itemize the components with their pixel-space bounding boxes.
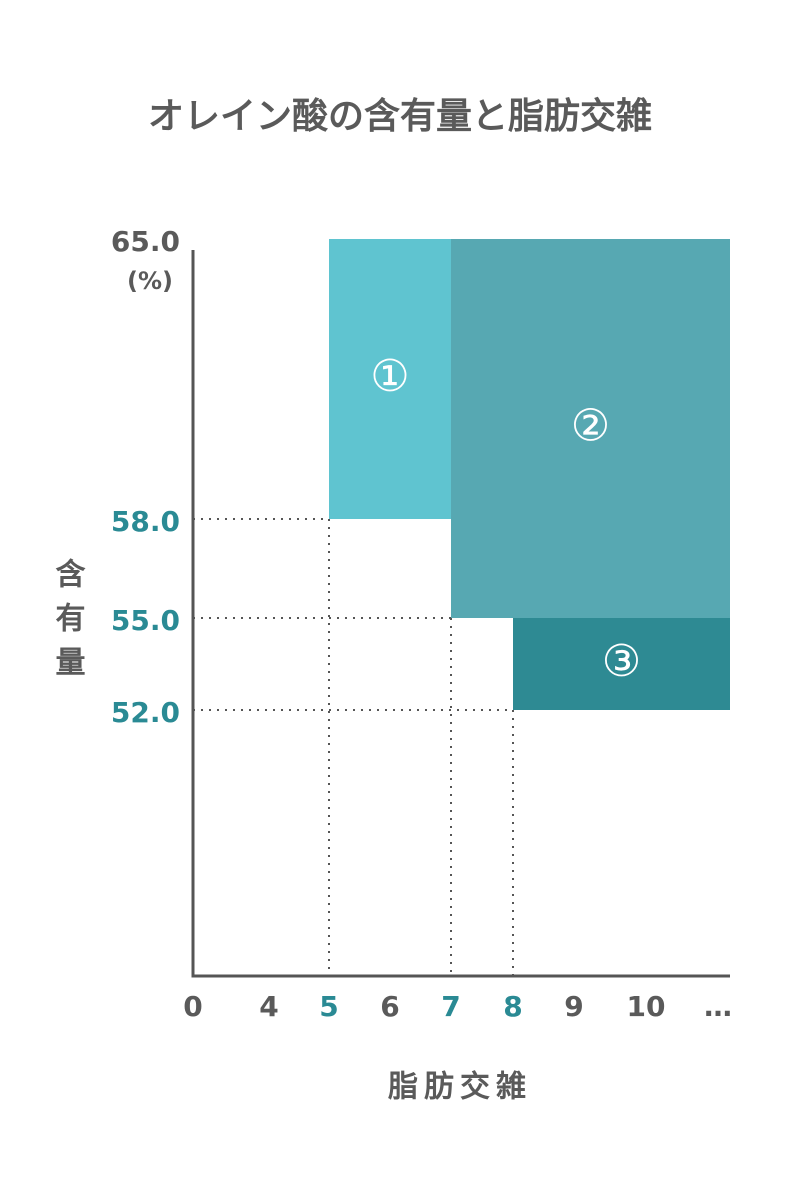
x-tick-label: 10 — [627, 990, 666, 1023]
chart-title: オレイン酸の含有量と脂肪交雑 — [148, 95, 652, 137]
region-label: ① — [370, 351, 409, 402]
y-unit: (%) — [127, 267, 173, 295]
x-tick-label: 5 — [319, 990, 338, 1023]
y-axis-label: 含有量 — [50, 557, 86, 690]
x-tick-label: 9 — [564, 990, 583, 1023]
y-tick-label: 65.0 — [111, 225, 180, 258]
x-tick-label: 8 — [503, 990, 522, 1023]
x-tick-label: 0 — [183, 990, 202, 1023]
y-tick-label: 58.0 — [111, 505, 180, 538]
x-tick-label: … — [704, 990, 732, 1023]
region-label: ② — [571, 401, 610, 452]
region-label: ③ — [602, 636, 641, 687]
x-tick-label: 4 — [259, 990, 278, 1023]
region — [329, 239, 451, 519]
y-tick-label: 52.0 — [111, 696, 180, 729]
y-tick-label: 55.0 — [111, 604, 180, 637]
region — [513, 618, 730, 710]
x-axis-label: 脂肪交雑 — [388, 1070, 532, 1105]
region — [451, 239, 730, 618]
x-tick-label: 6 — [380, 990, 399, 1023]
x-tick-label: 7 — [441, 990, 460, 1023]
